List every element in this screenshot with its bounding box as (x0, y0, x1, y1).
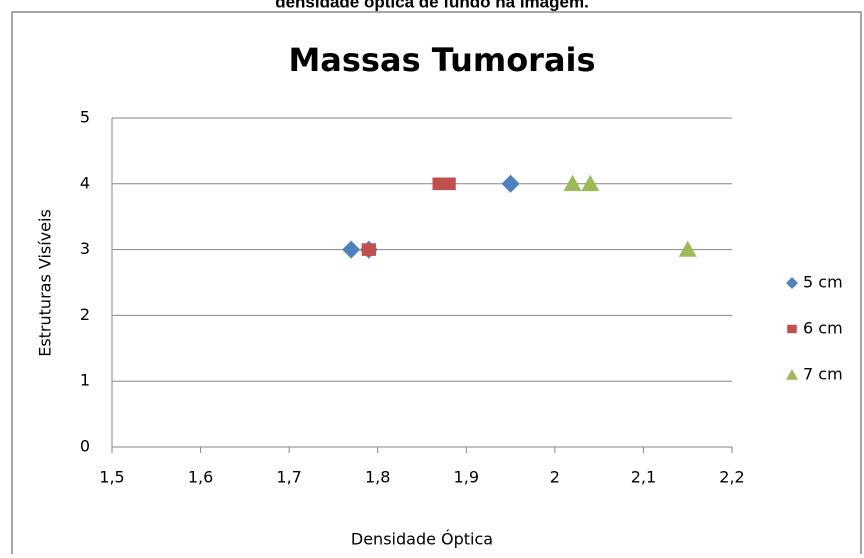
x-tick-label: 1,7 (276, 468, 301, 487)
x-tick-label: 1,9 (454, 468, 479, 487)
point (678, 240, 697, 257)
x-tick-label: 1,5 (99, 468, 124, 487)
legend-label: 6 cm (803, 319, 843, 338)
legend-marker (786, 277, 798, 289)
legend-marker (786, 369, 798, 380)
legend-marker (787, 324, 797, 334)
chart-title: Massas Tumorais (288, 41, 595, 79)
y-tick-label: 5 (80, 108, 90, 127)
x-tick-label: 1,8 (365, 468, 390, 487)
y-tick-label: 2 (80, 305, 90, 324)
x-tick-label: 2 (550, 468, 560, 487)
point (342, 240, 361, 259)
legend-label: 7 cm (803, 365, 843, 384)
x-tick-label: 2,2 (719, 468, 744, 487)
point (563, 174, 582, 191)
header: densidade óptica de fundo na imagem. (275, 0, 589, 11)
x-tick-label: 2,1 (631, 468, 656, 487)
legend-label: 5 cm (803, 273, 843, 292)
chart-frame (11, 11, 862, 558)
point (441, 177, 456, 191)
y-tick-label: 3 (80, 239, 90, 258)
y-tick-label: 4 (80, 173, 90, 192)
x-tick-label: 1,6 (188, 468, 213, 487)
point (361, 243, 377, 256)
point (501, 174, 520, 193)
x-axis-label: Densidade Óptica (351, 530, 493, 549)
point (581, 174, 600, 191)
y-axis-label: Estruturas Visíveis (36, 209, 55, 357)
y-tick-label: 1 (80, 371, 90, 390)
y-tick-label: 0 (80, 437, 90, 456)
